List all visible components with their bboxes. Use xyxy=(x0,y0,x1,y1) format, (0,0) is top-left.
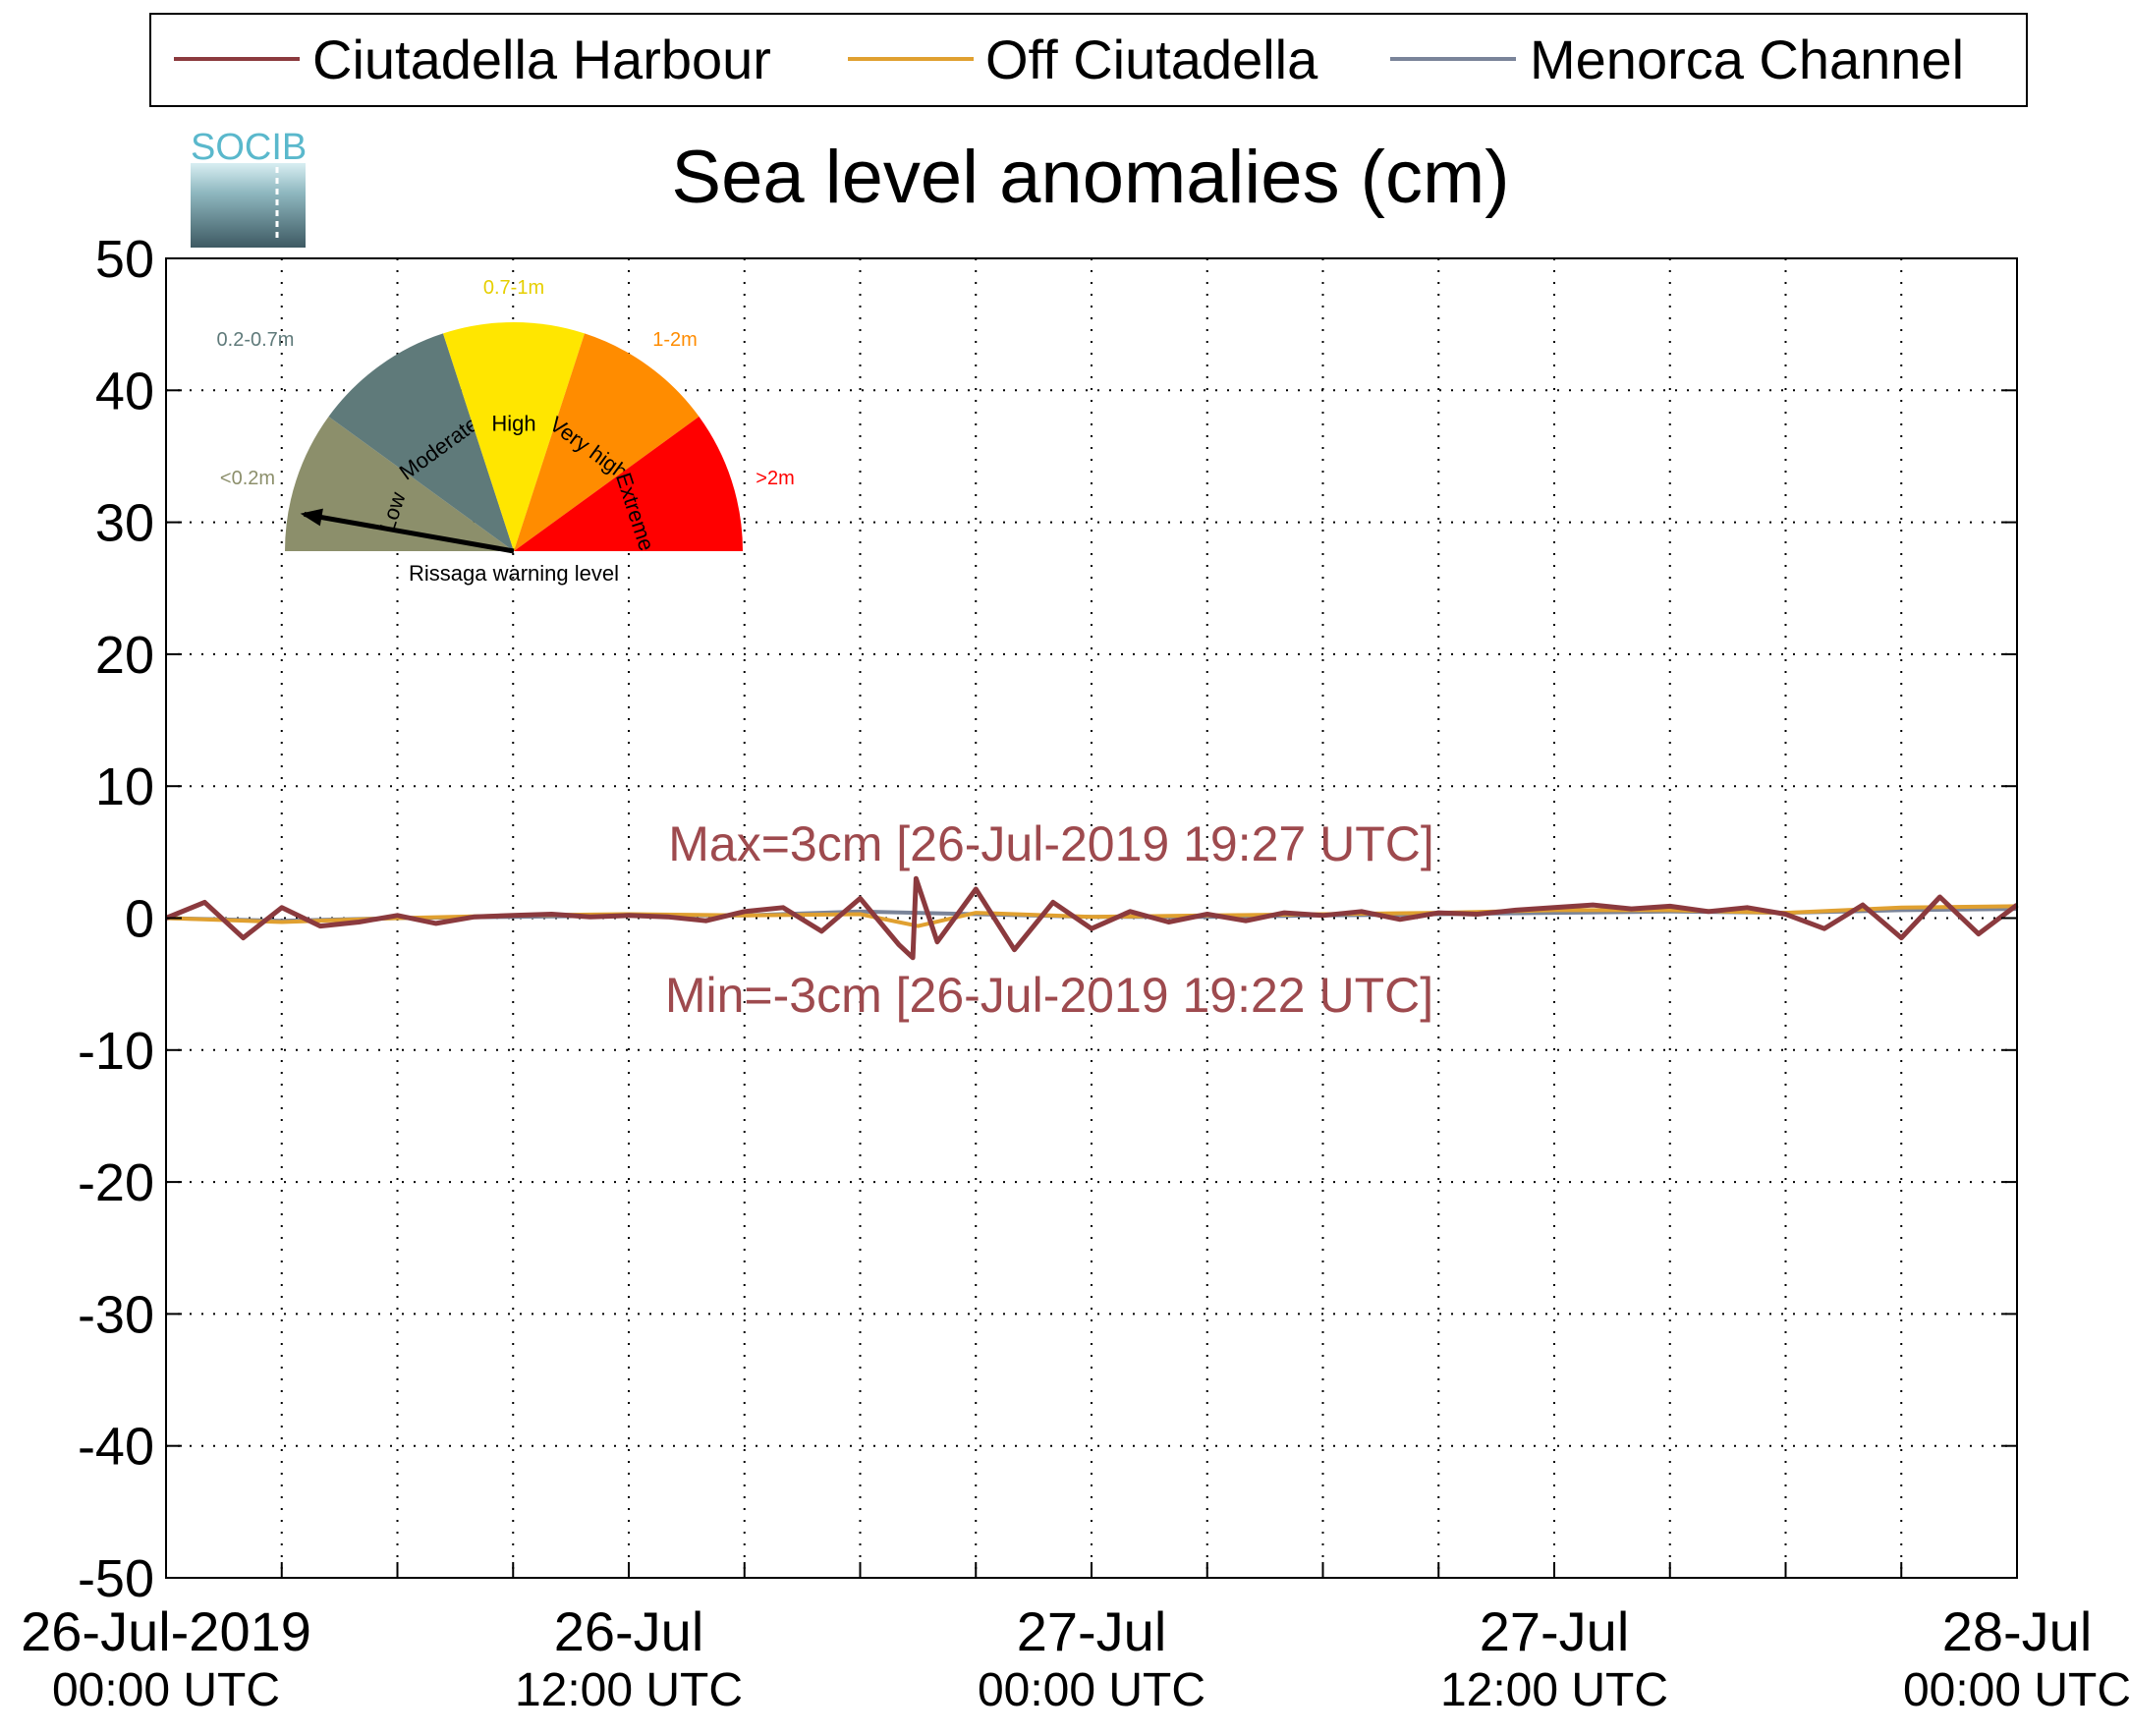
gauge-caption: Rissaga warning level xyxy=(409,561,619,586)
y-tick-label: 0 xyxy=(125,890,154,949)
min-annotation: Min=-3cm [26-Jul-2019 19:22 UTC] xyxy=(665,968,1433,1023)
y-tick-label: 50 xyxy=(95,230,154,289)
socib-logo: SOCIB xyxy=(191,127,307,248)
y-tick-label: 10 xyxy=(95,757,154,816)
x-tick-label-time: 00:00 UTC xyxy=(1903,1664,2129,1716)
gauge-needle xyxy=(304,511,515,554)
y-tick-label: -40 xyxy=(78,1418,154,1477)
x-tick-label-time: 00:00 UTC xyxy=(52,1664,280,1716)
svg-text:SOCIB: SOCIB xyxy=(191,127,307,168)
x-tick-label-time: 12:00 UTC xyxy=(515,1664,743,1716)
gauge-range-label: 1-2m xyxy=(652,329,698,351)
y-tick-label: -10 xyxy=(78,1022,154,1081)
y-tick-label: -20 xyxy=(78,1153,154,1212)
x-tick-label-date: 27-Jul xyxy=(1480,1600,1630,1662)
x-tick-label-date: 26-Jul-2019 xyxy=(21,1600,311,1662)
series-lines xyxy=(165,875,2019,961)
gauge-range-label: 0.7-1m xyxy=(483,277,544,299)
gauge-sector-very-high xyxy=(514,333,700,551)
max-annotation: Max=3cm [26-Jul-2019 19:27 UTC] xyxy=(668,816,1434,871)
grid-vertical xyxy=(280,258,1903,1578)
x-tick-label-time: 12:00 UTC xyxy=(1440,1664,1668,1716)
chart-title: Sea level anomalies (cm) xyxy=(671,136,1509,219)
gauge-level-label: High xyxy=(491,412,535,436)
gauge-range-label: <0.2m xyxy=(220,468,275,489)
legend-label-off-ciutadella: Off Ciutadella xyxy=(985,28,1318,90)
series-line-ciutadella-harbour xyxy=(165,875,2019,961)
gauge-sector-low xyxy=(285,417,514,551)
x-tick-label-date: 28-Jul xyxy=(1942,1600,2093,1662)
x-tick-label-time: 00:00 UTC xyxy=(978,1664,1205,1716)
y-tick-label: -50 xyxy=(78,1549,154,1608)
legend-label-menorca-channel: Menorca Channel xyxy=(1530,28,1964,90)
y-axis: -50 -40 -30 -20 -10 0 10 20 30 40 50 xyxy=(78,230,2017,1608)
y-tick-label: 30 xyxy=(95,494,154,553)
y-tick-label: -30 xyxy=(78,1285,154,1344)
y-tick-label: 20 xyxy=(95,626,154,685)
legend: Ciutadella Harbour Off Ciutadella Menorc… xyxy=(149,13,2028,107)
gauge-sector-extreme xyxy=(514,417,744,551)
y-tick-label: 40 xyxy=(95,362,154,420)
gauge-sector-high xyxy=(443,321,585,551)
gauge-sector-moderate xyxy=(328,333,514,551)
legend-label-ciutadella-harbour: Ciutadella Harbour xyxy=(312,28,771,90)
gauge-range-label: 0.2-0.7m xyxy=(217,329,295,351)
gauge-needle-head xyxy=(300,508,323,527)
x-tick-label-date: 27-Jul xyxy=(1017,1600,1167,1662)
gauge-range-label: >2m xyxy=(756,468,794,489)
x-tick-label-date: 26-Jul xyxy=(554,1600,704,1662)
